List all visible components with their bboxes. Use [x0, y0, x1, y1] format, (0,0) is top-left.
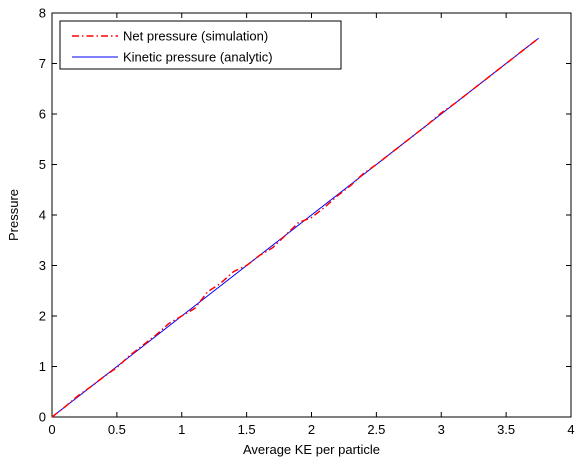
y-tick-label: 1 [39, 359, 46, 374]
x-tick-label: 0.5 [108, 422, 126, 437]
legend: Net pressure (simulation) Kinetic pressu… [60, 21, 341, 69]
y-axis-label: Pressure [6, 189, 21, 241]
y-tick-label: 5 [39, 157, 46, 172]
x-tick-label: 1 [178, 422, 185, 437]
y-tick-label: 6 [39, 107, 46, 122]
y-tick-label: 2 [39, 309, 46, 324]
x-tick-label: 2.5 [367, 422, 385, 437]
x-tick-label: 3 [438, 422, 445, 437]
x-tick-label: 3.5 [497, 422, 515, 437]
y-tick-label: 7 [39, 56, 46, 71]
legend-entry-net-pressure: Net pressure (simulation) [123, 29, 268, 44]
y-tick-label: 3 [39, 258, 46, 273]
x-tick-label: 1.5 [238, 422, 256, 437]
y-tick-label: 0 [39, 410, 46, 425]
legend-entry-kinetic-pressure: Kinetic pressure (analytic) [123, 50, 273, 65]
x-tick-label: 2 [308, 422, 315, 437]
y-tick-label: 8 [39, 6, 46, 21]
x-axis-label: Average KE per particle [243, 442, 380, 457]
x-tick-label: 0 [48, 422, 55, 437]
x-tick-label: 4 [567, 422, 574, 437]
y-tick-label: 4 [39, 208, 46, 223]
